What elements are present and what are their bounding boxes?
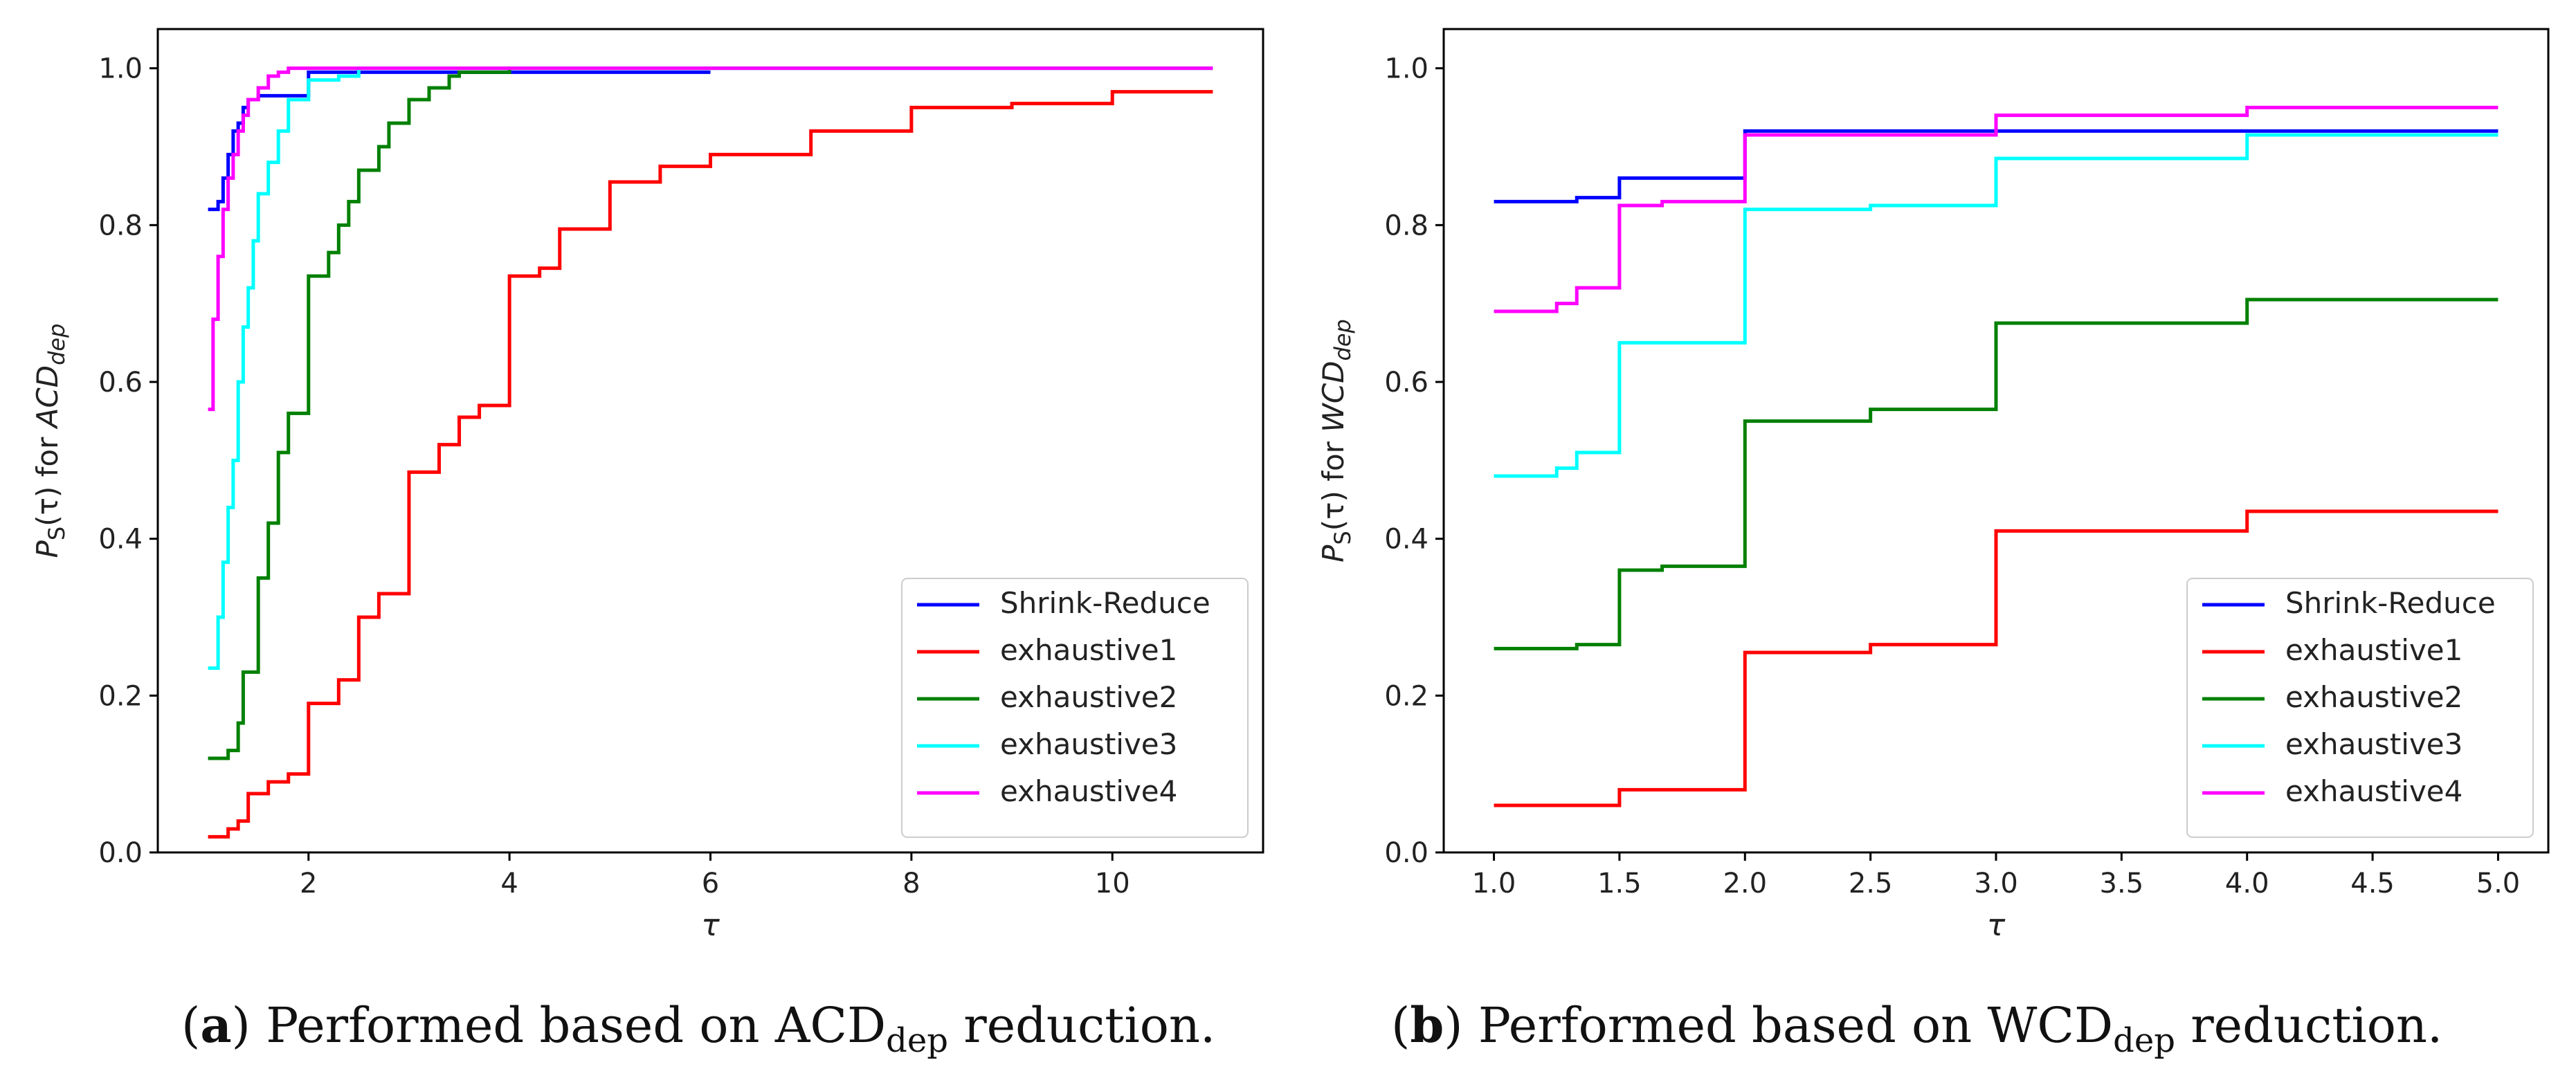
y-axis-label-part: (τ) for [30, 428, 64, 527]
y-axis-label-part: (τ) for [1316, 432, 1350, 531]
x-tick-label: 3.0 [1974, 868, 2018, 899]
y-axis-label-part: S [1330, 531, 1356, 545]
y-axis-label-part: P [30, 540, 64, 558]
x-axis-label: τ [701, 908, 720, 943]
caption-b-suffix: reduction. [2175, 997, 2443, 1054]
legend-label-exhaustive2: exhaustive2 [2285, 680, 2462, 714]
legend-box [2186, 578, 2534, 838]
series-line-exhaustive2 [208, 66, 1213, 760]
caption-b: (b) Performed based on WCDdep reduction. [1391, 996, 2443, 1060]
y-tick-label: 0.4 [1384, 524, 1428, 556]
x-tick-label: 2 [300, 868, 317, 899]
y-tick-label: 0.8 [98, 210, 143, 241]
legend: Shrink-Reduce exhaustive1 exhaustive2 exhau… [2186, 578, 2534, 838]
x-tick-label: 4 [500, 868, 518, 899]
series-line-exhaustive2 [1494, 298, 2498, 650]
y-tick-label: 0.2 [1384, 680, 1428, 712]
series-line-exhaustive3 [208, 66, 1213, 670]
x-tick-label: 4.5 [2350, 868, 2395, 899]
y-tick-label: 1.0 [98, 53, 143, 85]
y-axis-label-part: WCD [1316, 360, 1350, 432]
y-tick-label: 1.0 [1384, 53, 1428, 85]
y-axis-label-part: ACD [30, 365, 64, 430]
x-tick-label: 5.0 [2476, 868, 2521, 899]
series-line-exhaustive4 [1494, 105, 2498, 313]
legend-label-exhaustive4: exhaustive4 [2285, 774, 2462, 808]
y-tick-label: 0.6 [1384, 367, 1428, 399]
legend-label-exhaustive1: exhaustive1 [2285, 633, 2462, 667]
legend-label-shrink-reduce: Shrink-Reduce [2285, 586, 2496, 620]
y-tick-label: 0.2 [98, 680, 143, 712]
legend-label-exhaustive1: exhaustive1 [1000, 633, 1177, 667]
caption-b-text: Performed based on WCD [1462, 997, 2114, 1054]
x-tick-label: 8 [902, 868, 920, 899]
y-axis-label: PS(τ) for WCDdep [1316, 319, 1356, 563]
legend-label-shrink-reduce: Shrink-Reduce [1000, 586, 1210, 620]
series-group [208, 66, 1213, 839]
y-axis-label-part: dep [44, 324, 70, 365]
series-group [1494, 105, 2498, 807]
x-tick-label: 6 [702, 868, 719, 899]
caption-b-subscript: dep [2113, 1021, 2175, 1060]
legend: Shrink-Reduce exhaustive1 exhaustive2 exhau… [901, 578, 1249, 838]
series-line-exhaustive1 [1494, 509, 2498, 807]
x-axis-label: τ [1987, 908, 2006, 943]
caption-a-text: Performed based on ACD [250, 997, 887, 1054]
caption-a-label: a [200, 996, 232, 1054]
y-axis-label-part: S [44, 527, 70, 540]
y-tick-label: 0.8 [1384, 210, 1428, 241]
series-line-exhaustive3 [1494, 133, 2498, 478]
y-tick-label: 0.0 [98, 837, 143, 869]
series-line-exhaustive1 [208, 90, 1213, 839]
x-tick-label: 1.5 [1597, 868, 1642, 899]
x-tick-label: 10 [1095, 868, 1130, 899]
chart-a: 2 4 6 8 10 0.0 0.2 0.4 0.6 0.8 1.0 τ PS(τ) for ACDde… [30, 28, 1264, 943]
x-tick-label: 1.0 [1472, 868, 1516, 899]
x-tick-label: 4.0 [2225, 868, 2269, 899]
y-axis-label-part: dep [1330, 319, 1356, 360]
chart-b: 1.0 1.5 2.0 2.5 3.0 3.5 4.0 4.5 5.0 0.0 0.2 0.4 0.6 0… [1316, 28, 2550, 943]
x-tick-label: 3.5 [2100, 868, 2144, 899]
caption-a: (a) Performed based on ACDdep reduction. [181, 996, 1216, 1060]
y-tick-label: 0.6 [98, 367, 143, 399]
x-tick-label: 2.5 [1849, 868, 1893, 899]
legend-label-exhaustive3: exhaustive3 [1000, 727, 1177, 761]
series-line-shrink-reduce [208, 70, 711, 212]
legend-label-exhaustive3: exhaustive3 [2285, 727, 2462, 761]
x-tick-label: 2.0 [1723, 868, 1767, 899]
series-line-exhaustive4 [208, 66, 1213, 412]
legend-label-exhaustive2: exhaustive2 [1000, 680, 1177, 714]
legend-box [901, 578, 1249, 838]
y-axis-label: PS(τ) for ACDdep [30, 324, 70, 558]
y-axis-label-part: P [1316, 545, 1350, 563]
y-tick-label: 0.4 [98, 524, 143, 556]
caption-b-label: b [1410, 996, 1444, 1054]
caption-a-subscript: dep [886, 1021, 948, 1060]
legend-label-exhaustive4: exhaustive4 [1000, 774, 1177, 808]
caption-a-suffix: reduction. [947, 997, 1216, 1054]
y-tick-label: 0.0 [1384, 837, 1428, 869]
